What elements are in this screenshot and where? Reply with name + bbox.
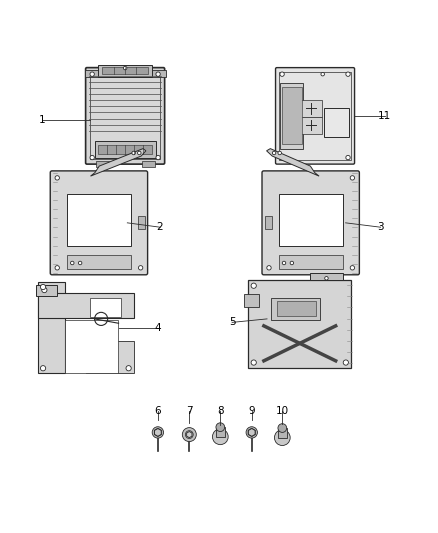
Circle shape [78, 261, 82, 265]
Bar [90, 298, 121, 317]
Bar [265, 216, 272, 229]
Text: 2: 2 [157, 222, 163, 232]
Bar [65, 320, 117, 374]
Bar [138, 216, 145, 229]
Text: 5: 5 [229, 317, 235, 327]
Bar [102, 68, 148, 74]
Circle shape [246, 427, 258, 438]
Polygon shape [187, 432, 192, 438]
Bar [38, 282, 65, 374]
Text: 11: 11 [378, 111, 392, 121]
Bar [324, 108, 349, 136]
Circle shape [278, 151, 282, 155]
Circle shape [152, 427, 163, 438]
Circle shape [251, 283, 256, 288]
Circle shape [138, 265, 143, 270]
Circle shape [185, 431, 193, 439]
Circle shape [267, 265, 271, 270]
Text: 8: 8 [217, 406, 224, 416]
Bar [279, 255, 343, 269]
Bar [310, 273, 343, 280]
Circle shape [90, 156, 94, 160]
Text: 7: 7 [186, 406, 193, 416]
FancyBboxPatch shape [276, 68, 355, 164]
Text: 1: 1 [39, 115, 46, 125]
Circle shape [346, 156, 350, 160]
Polygon shape [267, 149, 319, 176]
Circle shape [282, 261, 286, 265]
Circle shape [55, 265, 60, 270]
Circle shape [132, 151, 135, 155]
Circle shape [42, 287, 47, 293]
Polygon shape [248, 429, 255, 437]
Bar [278, 428, 287, 438]
Circle shape [251, 360, 256, 365]
Bar [244, 294, 259, 306]
Bar [279, 71, 351, 160]
FancyBboxPatch shape [248, 280, 351, 368]
Circle shape [216, 423, 225, 432]
Circle shape [343, 360, 349, 365]
Circle shape [280, 72, 284, 76]
Bar [271, 298, 320, 320]
Circle shape [321, 72, 325, 76]
Text: 4: 4 [155, 322, 161, 333]
Polygon shape [155, 429, 161, 437]
Text: 6: 6 [155, 406, 161, 416]
Circle shape [55, 176, 60, 180]
Bar [280, 83, 303, 149]
Circle shape [182, 427, 196, 441]
Bar [67, 255, 131, 269]
Bar [141, 160, 155, 167]
Circle shape [156, 72, 160, 76]
Bar [216, 427, 225, 437]
Bar [98, 145, 152, 155]
Bar [300, 117, 322, 134]
Text: 9: 9 [248, 406, 255, 416]
Bar [99, 64, 152, 77]
Bar [95, 160, 109, 167]
Circle shape [325, 277, 328, 280]
Polygon shape [155, 429, 161, 437]
Circle shape [350, 176, 355, 180]
Bar [279, 193, 343, 246]
FancyBboxPatch shape [262, 171, 359, 275]
Text: 10: 10 [276, 406, 289, 416]
Bar [95, 141, 155, 158]
Polygon shape [91, 149, 146, 176]
Circle shape [124, 66, 127, 70]
Circle shape [290, 261, 293, 265]
Polygon shape [248, 429, 255, 437]
Circle shape [40, 285, 46, 289]
Circle shape [90, 72, 94, 76]
Circle shape [138, 151, 141, 155]
Bar [277, 302, 316, 316]
Circle shape [156, 156, 160, 160]
Circle shape [346, 72, 350, 76]
Circle shape [212, 429, 228, 445]
Text: 3: 3 [377, 222, 384, 232]
Circle shape [280, 156, 284, 160]
Bar [85, 70, 166, 77]
Circle shape [275, 430, 290, 446]
FancyBboxPatch shape [85, 68, 165, 164]
Circle shape [71, 261, 74, 265]
Circle shape [272, 151, 276, 155]
Circle shape [350, 265, 355, 270]
Bar [86, 341, 134, 374]
Circle shape [126, 366, 131, 371]
Bar [35, 285, 57, 295]
Bar [282, 87, 301, 144]
Circle shape [278, 424, 287, 432]
Bar [38, 293, 134, 318]
Bar [90, 72, 160, 159]
Bar [67, 193, 131, 246]
Bar [300, 100, 322, 117]
Circle shape [40, 366, 46, 371]
FancyBboxPatch shape [50, 171, 148, 275]
